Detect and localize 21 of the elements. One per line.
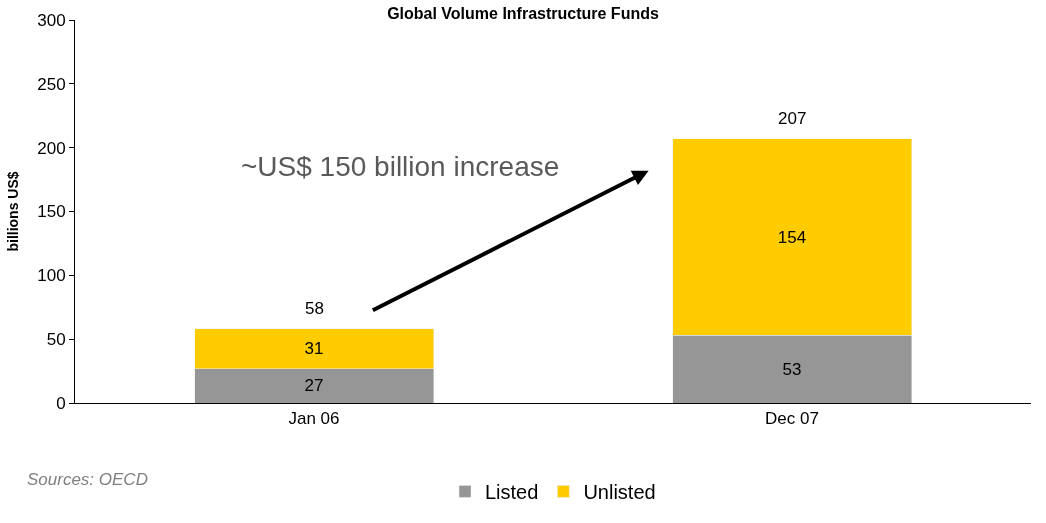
data-label: 27	[304, 376, 324, 396]
data-label: 154	[777, 227, 807, 247]
annotation: ~US$ 150 billion increase	[241, 151, 560, 182]
y-tick-label: 250	[37, 74, 66, 94]
data-label: 53	[782, 359, 802, 379]
x-tick-label: Jan 06	[288, 409, 340, 429]
chart-title: Global Volume Infrastructure Funds	[387, 5, 659, 23]
y-axis-title: billions US$	[4, 171, 21, 252]
total-label: 207	[778, 109, 807, 128]
y-tick-label: 0	[56, 393, 66, 413]
y-tick-label: 200	[37, 138, 66, 158]
x-tick-label: Dec 07	[765, 409, 819, 429]
legend-label: Unlisted	[583, 481, 656, 504]
total-label: 58	[305, 299, 324, 318]
y-tick-label: 150	[37, 202, 66, 222]
y-tick-label: 300	[37, 10, 66, 30]
source-note: Sources: OECD	[27, 470, 148, 489]
y-tick-label: 50	[46, 330, 66, 350]
legend-label: Listed	[485, 481, 539, 504]
data-label: 31	[304, 339, 324, 359]
y-tick-label: 100	[37, 266, 66, 286]
